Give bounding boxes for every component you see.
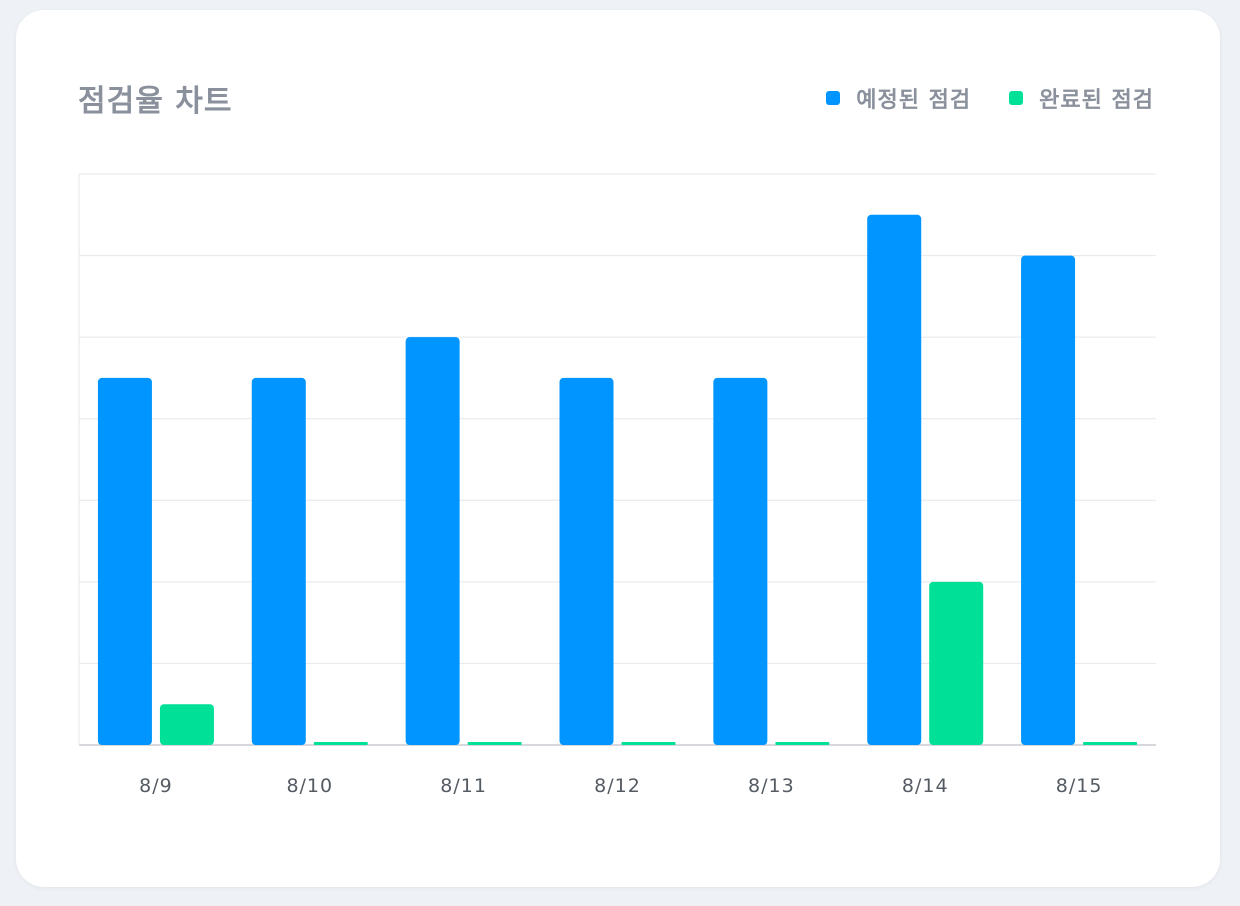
x-tick-label: 8/10 bbox=[286, 775, 333, 797]
grid-layer bbox=[78, 173, 1156, 746]
bar-scheduled-8-14[interactable] bbox=[867, 214, 922, 746]
bar-scheduled-8-12[interactable] bbox=[559, 377, 614, 745]
legend-label-scheduled: 예정된 점검 bbox=[856, 88, 972, 113]
bar-scheduled-8-9[interactable] bbox=[97, 377, 152, 745]
tick-layer: 8/9 8/10 8/11 8/12 8/13 8/14 8/15 bbox=[139, 775, 1103, 797]
bar-scheduled-8-13[interactable] bbox=[713, 377, 768, 745]
bar-chart: 8/9 8/10 8/11 8/12 8/13 8/14 8/15 bbox=[78, 173, 1156, 797]
bar-completed-8-15[interactable] bbox=[1083, 742, 1138, 745]
chart-card: 점검율 차트 예정된 점검 완료된 점검 8/9 8/10 8/11 8/12 8/13… bbox=[16, 10, 1220, 887]
chart-title: 점검율 차트 bbox=[78, 84, 233, 119]
x-tick-label: 8/11 bbox=[440, 775, 487, 797]
x-tick-label: 8/14 bbox=[902, 775, 949, 797]
x-tick-label: 8/15 bbox=[1056, 775, 1103, 797]
bar-scheduled-8-11[interactable] bbox=[405, 337, 460, 745]
bar-completed-8-11[interactable] bbox=[467, 742, 522, 745]
chart-legend: 예정된 점검 완료된 점검 bbox=[826, 82, 1154, 114]
legend-swatch-scheduled bbox=[826, 91, 841, 105]
bar-completed-8-12[interactable] bbox=[621, 742, 676, 745]
x-tick-label: 8/9 bbox=[139, 775, 173, 797]
bar-completed-8-14[interactable] bbox=[929, 581, 984, 745]
bar-completed-8-9[interactable] bbox=[159, 704, 214, 745]
legend-label-completed: 완료된 점검 bbox=[1039, 88, 1154, 113]
x-tick-label: 8/13 bbox=[748, 775, 795, 797]
bar-completed-8-10[interactable] bbox=[313, 742, 368, 745]
bar-layer bbox=[97, 214, 1138, 746]
legend-item-scheduled[interactable]: 예정된 점검 bbox=[826, 82, 971, 114]
bar-scheduled-8-15[interactable] bbox=[1021, 255, 1076, 746]
bar-completed-8-13[interactable] bbox=[775, 742, 830, 745]
legend-swatch-completed bbox=[1009, 91, 1024, 105]
bar-scheduled-8-10[interactable] bbox=[251, 377, 306, 745]
x-tick-label: 8/12 bbox=[594, 775, 641, 797]
legend-item-completed[interactable]: 완료된 점검 bbox=[1009, 82, 1154, 114]
